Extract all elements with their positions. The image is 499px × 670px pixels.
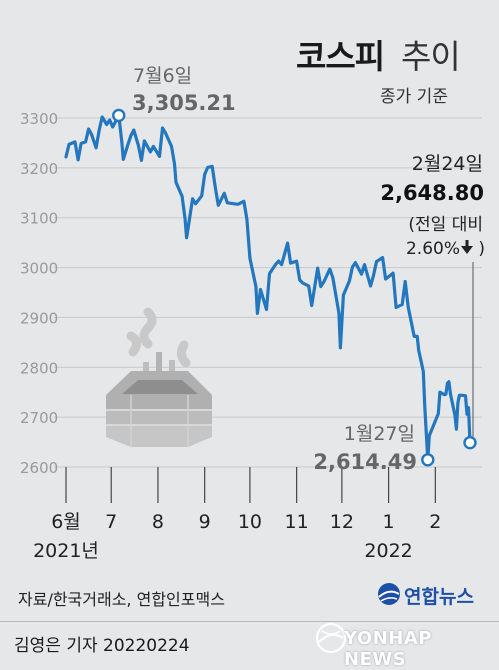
annotation-latest-change: 2.60% [406,239,460,259]
chart-title: 코스피 [296,37,385,76]
footer-divider [0,621,499,622]
y-tick-label: 3300 [20,110,58,128]
x-tick-label: 2 [429,511,441,533]
annotation-peak-value: 3,305.21 [132,91,236,115]
x-axis-ticks: 6월 2021년 7 8 9 10 11 12 1 2022 2 [33,467,441,562]
y-tick-label: 2800 [20,359,58,377]
x-tick-label: 9 [199,511,211,533]
down-arrow-icon [461,240,473,254]
x-tick-label: 11 [285,511,309,533]
x-year-label: 2021년 [33,540,99,562]
source-note: 자료/한국거래소, 연합인포맥스 [18,590,225,609]
x-tick-label: 12 [330,511,354,533]
x-tick-label: 8 [152,511,164,533]
y-tick-label: 3200 [20,160,58,178]
yonhap-globe-icon [378,583,400,605]
yonhap-logo-text: 연합뉴스 [404,586,474,608]
x-tick-label: 6월 [51,511,81,533]
kospi-series-line [64,113,472,462]
annotation-latest-value: 2,648.80 [380,181,484,205]
chart-subtitle: 종가 기준 [380,87,448,107]
y-tick-label: 2700 [20,409,58,427]
y-tick-label: 3100 [20,210,58,228]
annotation-marker [463,435,477,450]
yonhap-news-globe-icon [315,622,347,654]
annotation-latest-note: (전일 대비 [408,215,483,235]
byline: 김영은 기자 20220224 [14,636,190,656]
y-axis-ticks: 2600 2700 2800 2900 3000 3100 3200 3300 [20,110,58,477]
annotation-latest-note-close: ) [478,239,485,259]
annotation-marker [421,453,435,467]
y-tick-label: 3000 [20,260,58,278]
annotation-marker [112,108,126,123]
x-year-label: 2022 [364,540,412,562]
yonhap-news-logo-text: YONHAP NEWS [344,628,432,670]
annotation-markers [112,108,477,467]
incense-burner-icon [106,307,212,447]
annotation-latest-date: 2월24일 [412,153,483,175]
annotation-low-value: 2,614.49 [313,450,417,474]
x-tick-label: 10 [238,511,262,533]
chart-title-suffix: 추이 [401,37,461,76]
x-tick-label: 1 [383,511,395,533]
annotation-peak-date: 7월6일 [133,65,192,87]
x-tick-label: 7 [105,511,117,533]
y-tick-label: 2900 [20,309,58,327]
y-tick-label: 2600 [20,459,58,477]
annotation-low-date: 1월27일 [344,423,415,445]
